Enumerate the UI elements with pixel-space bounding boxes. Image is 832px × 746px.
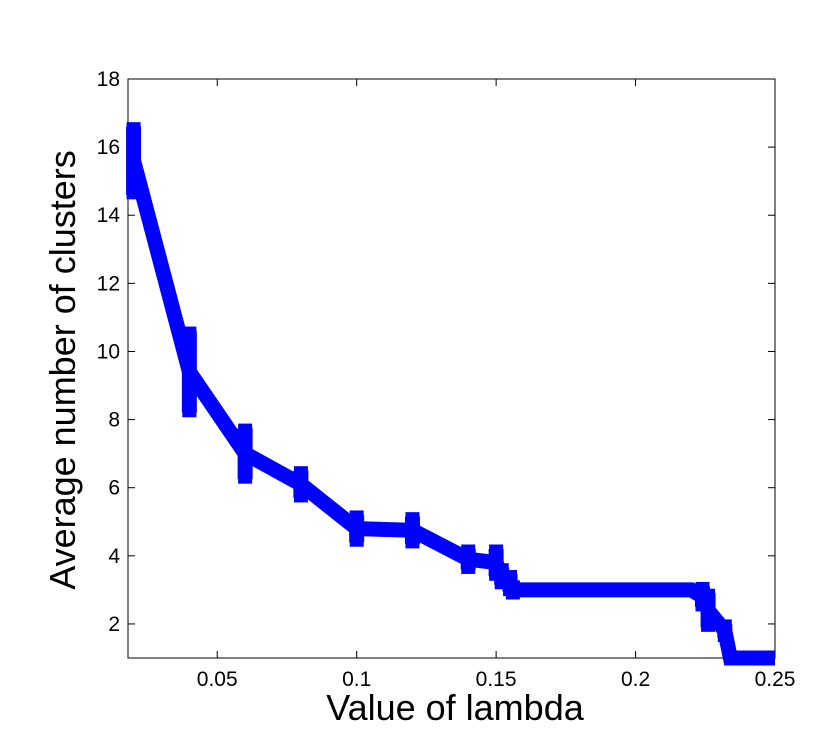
series-layer: [126, 122, 775, 666]
y-tick-label: 14: [97, 204, 121, 227]
x-tick-label: 0.2: [621, 668, 650, 691]
x-tick-label: 0.1: [342, 668, 371, 691]
y-tick-label: 6: [108, 477, 120, 500]
y-tick-label: 2: [108, 613, 120, 636]
plot-area: [127, 78, 776, 659]
y-tick-label: 4: [108, 545, 120, 568]
y-axis: 2 4 6 8 10 12 14 16 18: [97, 68, 775, 636]
y-tick-label: 12: [97, 272, 120, 295]
x-tick-label: 0.05: [197, 668, 238, 691]
y-tick-label: 18: [97, 68, 120, 91]
x-tick-label: 0.25: [755, 668, 796, 691]
y-axis-title: Average number of clusters: [42, 150, 83, 590]
x-axis-title: Value of lambda: [326, 687, 584, 728]
x-tick-label: 0.15: [476, 668, 517, 691]
y-tick-label: 16: [97, 136, 120, 159]
x-axis: 0.05 0.1 0.15 0.2 0.25: [197, 79, 796, 691]
y-tick-label: 8: [108, 409, 120, 432]
y-tick-label: 10: [97, 340, 120, 363]
